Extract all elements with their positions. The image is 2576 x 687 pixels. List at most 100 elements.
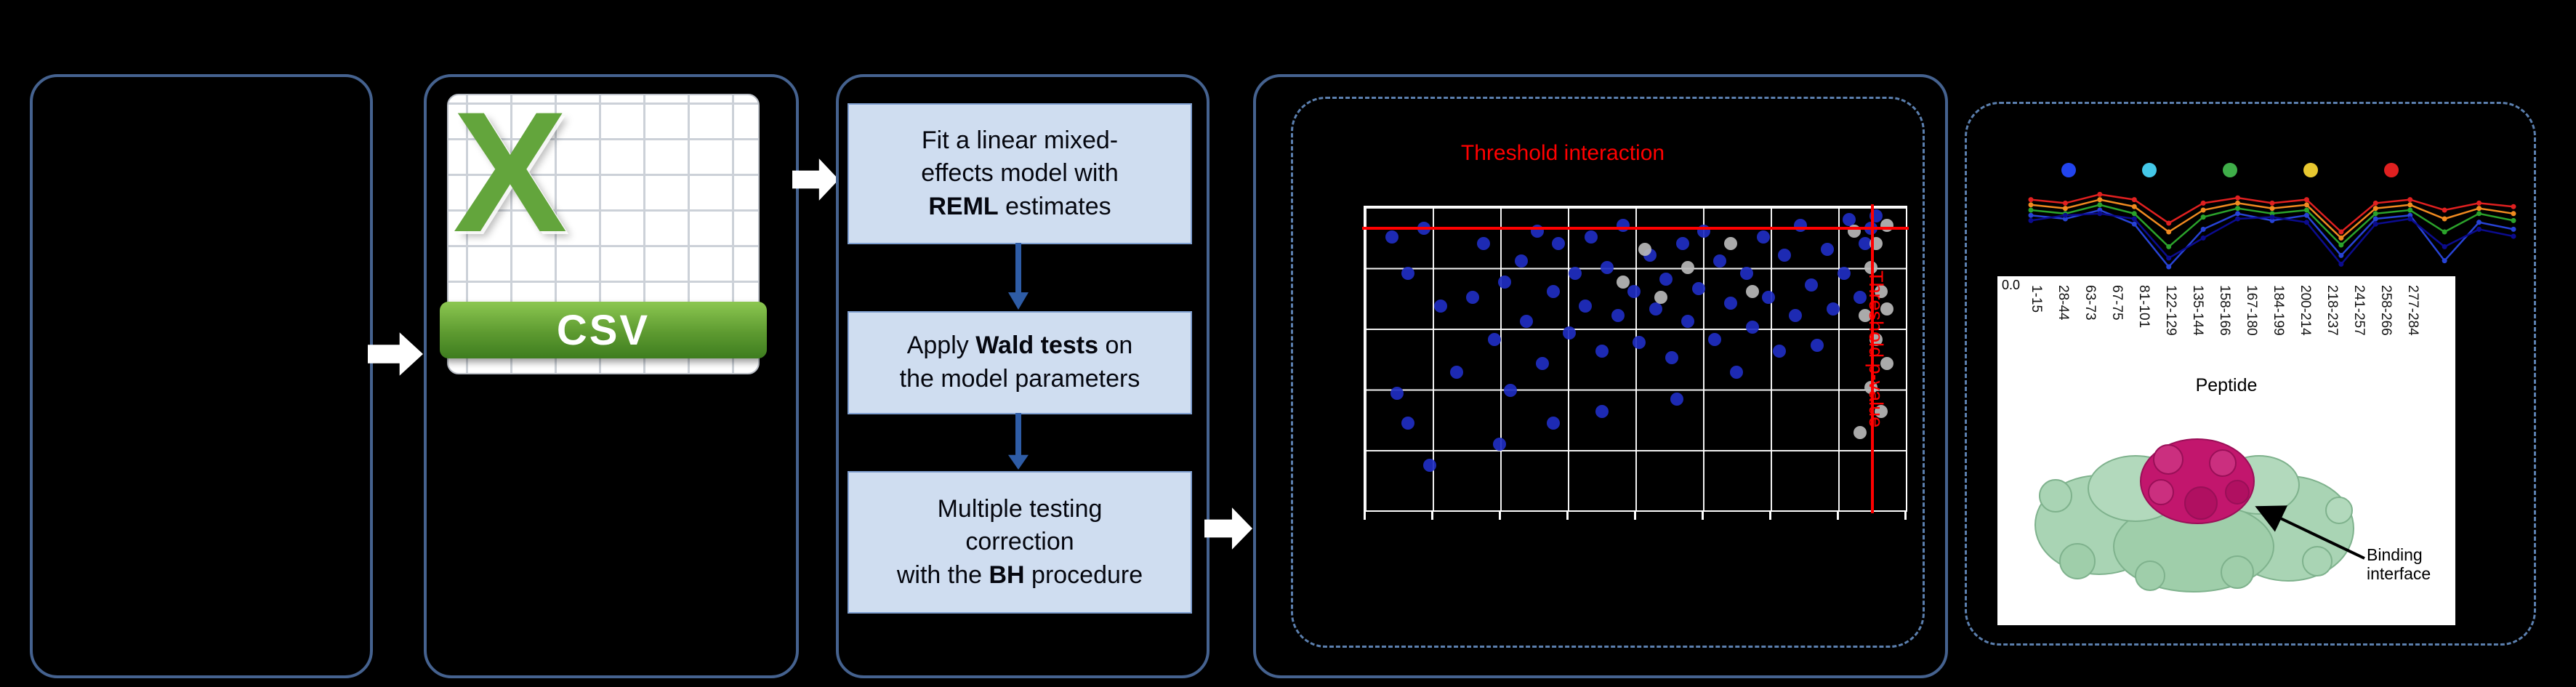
scatter-point bbox=[1810, 338, 1824, 352]
pipeline-box-csv bbox=[424, 74, 799, 678]
down-arrow-2 bbox=[1008, 413, 1029, 470]
scatter-point bbox=[1466, 290, 1479, 304]
scatter-point bbox=[1859, 308, 1872, 322]
scatter-point bbox=[1654, 290, 1667, 304]
scatter-point bbox=[1691, 281, 1705, 295]
axis-tick bbox=[1769, 510, 1771, 520]
scatter-point bbox=[1514, 254, 1528, 268]
axis-tick bbox=[1499, 510, 1501, 520]
scatter-point bbox=[1778, 249, 1792, 262]
scatter-point bbox=[1601, 260, 1614, 274]
scatter-point bbox=[1520, 314, 1533, 328]
scatter-point bbox=[1745, 284, 1759, 298]
step-text-line: with the BH procedure bbox=[896, 561, 1143, 589]
scatter-point bbox=[1563, 326, 1577, 340]
peptide-label: 167-180 bbox=[2244, 285, 2259, 336]
hdx-box-dashed bbox=[1965, 102, 2536, 646]
scatter-point bbox=[1789, 308, 1802, 322]
axis-tick bbox=[1634, 510, 1636, 520]
peptide-label: 200-214 bbox=[2298, 285, 2313, 336]
peptide-label: 28-44 bbox=[2056, 285, 2071, 321]
axis-tick bbox=[1431, 510, 1433, 520]
axis-tick bbox=[1566, 510, 1569, 520]
scatter-point bbox=[1880, 302, 1893, 316]
scatter-point bbox=[1476, 236, 1490, 250]
scatter-point bbox=[1422, 459, 1436, 473]
step-fit-model: Fit a linear mixed- effects model with R… bbox=[848, 103, 1192, 244]
axis-tick bbox=[1837, 510, 1839, 520]
step-wald-tests: Apply Wald tests on the model parameters bbox=[848, 311, 1192, 414]
scatter-point bbox=[1740, 266, 1754, 280]
scatter-point bbox=[1762, 290, 1775, 304]
scatter-point bbox=[1633, 335, 1646, 349]
down-arrow-1 bbox=[1008, 243, 1029, 310]
hdx-figure-panel: 0.0 1-15 28-44 63-73 67-75 81-101 122-129 135-… bbox=[1997, 276, 2455, 625]
scatter-point bbox=[1659, 273, 1673, 286]
peptide-label: 63-73 bbox=[2082, 285, 2098, 321]
pipeline-box-1 bbox=[30, 74, 373, 678]
step-text-line: Apply Wald tests on bbox=[906, 332, 1133, 360]
peptide-label: 158-166 bbox=[2217, 285, 2232, 336]
scatter-point bbox=[1853, 290, 1867, 304]
scatter-point bbox=[1665, 350, 1678, 364]
legend-dot bbox=[2142, 163, 2157, 177]
scatter-point bbox=[1547, 284, 1560, 298]
scatter-point bbox=[1584, 230, 1598, 244]
peptide-label: 184-199 bbox=[2271, 285, 2286, 336]
step-text-line: Fit a linear mixed- bbox=[921, 126, 1119, 154]
step-text-line: correction bbox=[965, 528, 1074, 556]
scatter-point bbox=[1568, 266, 1582, 280]
legend-dot bbox=[2061, 163, 2076, 177]
scatter-point bbox=[1756, 230, 1770, 244]
scatter-point bbox=[1843, 212, 1856, 226]
scatter-point bbox=[1433, 300, 1447, 313]
scatter-point bbox=[1401, 417, 1415, 430]
binding-interface-label: Binding interface bbox=[2367, 545, 2431, 584]
peptide-label: 135-144 bbox=[2190, 285, 2205, 336]
peptide-label: 258-266 bbox=[2378, 285, 2394, 336]
axis-tick bbox=[1364, 510, 1366, 520]
legend-dot bbox=[2223, 163, 2237, 177]
timepoint-legend-dots bbox=[2061, 163, 2399, 177]
threshold-pvalue-label: Threshold p-value bbox=[1865, 270, 1887, 428]
csv-label: CSV bbox=[556, 306, 651, 354]
peptide-label: 122-129 bbox=[2163, 285, 2178, 336]
scatter-point bbox=[1805, 278, 1819, 292]
scatter-point bbox=[1498, 276, 1512, 289]
scatter-point bbox=[1724, 297, 1738, 310]
scatter-point bbox=[1649, 302, 1662, 316]
scatter-point bbox=[1875, 404, 1888, 418]
legend-dot bbox=[2384, 163, 2399, 177]
pipeline-box-stats bbox=[836, 74, 1209, 678]
results-box-dashed bbox=[1291, 97, 1925, 648]
scatter-plot bbox=[1362, 204, 1909, 513]
protein-structure-image bbox=[2034, 438, 2354, 592]
scatter-point bbox=[1487, 332, 1501, 346]
scatter-point bbox=[1595, 345, 1609, 358]
scatter-point bbox=[1536, 356, 1550, 370]
scatter-point bbox=[1713, 254, 1727, 268]
binding-interface-arrow bbox=[2255, 505, 2365, 560]
scatter-point bbox=[1675, 236, 1689, 250]
x-axis-label: Peptide bbox=[2195, 375, 2258, 395]
scatter-point bbox=[1617, 276, 1630, 289]
scatter-point bbox=[1681, 314, 1694, 328]
scatter-point bbox=[1617, 218, 1630, 232]
step-text-line: Multiple testing bbox=[937, 494, 1103, 523]
peptide-label: 218-237 bbox=[2325, 285, 2340, 336]
scatter-point bbox=[1729, 366, 1743, 379]
peptide-label: 1-15 bbox=[2029, 285, 2044, 313]
flow-arrow-right-3 bbox=[1204, 507, 1252, 550]
scatter-point bbox=[1401, 266, 1415, 280]
threshold-interaction-line bbox=[1362, 226, 1909, 230]
scatter-point bbox=[1579, 300, 1593, 313]
csv-banner: CSV bbox=[440, 302, 767, 358]
results-box-outer bbox=[1253, 74, 1948, 678]
threshold-pvalue-line bbox=[1871, 204, 1875, 513]
peptide-label: 67-75 bbox=[2109, 285, 2125, 321]
scatter-point bbox=[1821, 242, 1835, 256]
scatter-point bbox=[1611, 308, 1625, 322]
scatter-x-ticks bbox=[1364, 510, 1907, 521]
scatter-point bbox=[1638, 242, 1651, 256]
